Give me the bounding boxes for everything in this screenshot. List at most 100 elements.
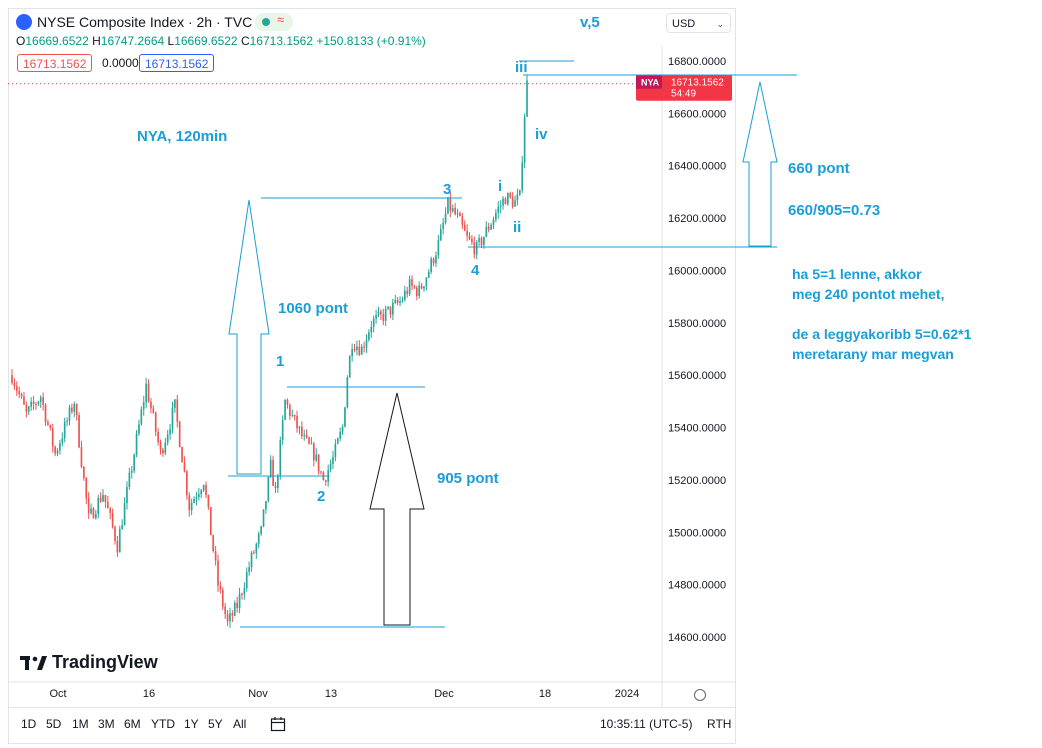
candle-body bbox=[451, 208, 454, 212]
candle-body bbox=[32, 401, 35, 405]
session-toggle[interactable]: RTH bbox=[707, 717, 732, 731]
currency-select[interactable]: USD ⌄ bbox=[666, 13, 731, 33]
candle-body bbox=[406, 290, 409, 294]
candle-body bbox=[166, 434, 169, 443]
clock-timezone[interactable]: 10:35:11 (UTC-5) bbox=[600, 717, 693, 731]
calendar-icon[interactable] bbox=[270, 716, 286, 732]
range-5d-button[interactable]: 5D bbox=[46, 717, 62, 731]
symbol-title[interactable]: NYSE Composite Index · 2h · TVC bbox=[37, 14, 253, 30]
candle-body bbox=[396, 300, 399, 303]
candle-body bbox=[471, 238, 473, 243]
candle-body bbox=[78, 415, 80, 448]
y-tick-label: 16800.0000 bbox=[668, 56, 726, 68]
range-ytd-button[interactable]: YTD bbox=[151, 717, 175, 731]
candle-body bbox=[147, 383, 150, 402]
candle-body bbox=[174, 399, 176, 408]
candle-body bbox=[370, 326, 373, 333]
candle-body bbox=[296, 415, 298, 429]
wave-v5-label: v,5 bbox=[580, 14, 600, 31]
candle-body bbox=[485, 226, 488, 237]
candle-body bbox=[15, 386, 18, 391]
buy-price-box[interactable]: 16713.1562 bbox=[139, 54, 215, 72]
candle-body bbox=[181, 447, 183, 463]
wave-2-label: 2 bbox=[317, 488, 326, 505]
candle-body bbox=[332, 457, 334, 465]
candle-body bbox=[49, 424, 52, 429]
candle-body bbox=[509, 193, 512, 198]
candle-body bbox=[245, 572, 248, 589]
candle-body bbox=[243, 588, 246, 595]
candle-body bbox=[305, 434, 308, 438]
candle-body bbox=[140, 409, 143, 425]
candle-body bbox=[277, 475, 279, 489]
candle-body bbox=[291, 415, 294, 417]
candle-body bbox=[54, 446, 56, 454]
candle-body bbox=[344, 407, 346, 427]
sell-price-box[interactable]: 16713.1562 bbox=[17, 54, 93, 72]
candle-body bbox=[348, 355, 351, 378]
candle-body bbox=[205, 485, 207, 496]
candle-body bbox=[20, 394, 23, 397]
candle-body bbox=[492, 219, 495, 225]
candle-body bbox=[51, 428, 54, 447]
candle-body bbox=[459, 213, 461, 217]
candle-body bbox=[356, 346, 358, 351]
candle-body bbox=[298, 426, 301, 429]
candle-body bbox=[336, 438, 339, 444]
toolbar-divider bbox=[8, 707, 736, 708]
candle-body bbox=[75, 404, 78, 416]
candle-body bbox=[236, 602, 239, 609]
range-1m-button[interactable]: 1M bbox=[72, 717, 89, 731]
candle-body bbox=[432, 258, 435, 264]
wave-4-label: 4 bbox=[471, 262, 480, 279]
x-tick-label: Oct bbox=[49, 688, 66, 700]
chart-caption: NYA, 120min bbox=[137, 128, 228, 145]
candle-body bbox=[478, 238, 480, 243]
range-all-button[interactable]: All bbox=[233, 717, 247, 731]
candle-body bbox=[23, 396, 25, 405]
candle-body bbox=[504, 198, 507, 205]
candle-body bbox=[63, 421, 66, 439]
y-tick-label: 16200.0000 bbox=[668, 213, 726, 225]
candle-body bbox=[495, 212, 497, 220]
candle-body bbox=[312, 443, 315, 461]
candle-body bbox=[217, 560, 219, 586]
x-tick-label: 18 bbox=[539, 688, 551, 700]
candle-body bbox=[190, 502, 193, 511]
candle-body bbox=[490, 224, 492, 230]
candle-body bbox=[456, 213, 459, 215]
range-1d-button[interactable]: 1D bbox=[21, 717, 37, 731]
wave-1-label: 1 bbox=[276, 353, 285, 370]
symbol-logo-icon bbox=[16, 14, 32, 30]
candle-body bbox=[176, 399, 179, 422]
candle-body bbox=[497, 206, 500, 213]
axis-settings-icon[interactable] bbox=[694, 689, 706, 701]
y-tick-label: 16400.0000 bbox=[668, 161, 726, 173]
x-tick-label: 13 bbox=[325, 688, 337, 700]
last-price-value: 16713.1562 bbox=[671, 78, 724, 89]
wave-ii-label: ii bbox=[513, 219, 522, 236]
candle-body bbox=[360, 346, 363, 355]
candle-body bbox=[353, 348, 356, 351]
candle-body bbox=[262, 509, 265, 527]
range-3m-button[interactable]: 3M bbox=[98, 717, 115, 731]
range-6m-button[interactable]: 6M bbox=[124, 717, 141, 731]
candle-body bbox=[39, 397, 42, 402]
candle-body bbox=[30, 401, 33, 407]
chart-frame bbox=[8, 8, 736, 744]
range-1y-button[interactable]: 1Y bbox=[184, 717, 199, 731]
candle-body bbox=[293, 415, 296, 417]
range-5y-button[interactable]: 5Y bbox=[208, 717, 223, 731]
countdown-value: 54:49 bbox=[671, 89, 696, 100]
spread-value: 0.0000 bbox=[102, 56, 139, 70]
candle-body bbox=[111, 512, 114, 527]
market-open-icon bbox=[262, 18, 270, 26]
candle-body bbox=[368, 332, 370, 340]
candle-body bbox=[35, 404, 37, 406]
candle-body bbox=[178, 421, 181, 448]
candle-body bbox=[413, 285, 416, 288]
candle-body bbox=[334, 443, 337, 458]
candle-body bbox=[231, 613, 234, 616]
points-1060-label: 1060 pont bbox=[278, 300, 349, 317]
